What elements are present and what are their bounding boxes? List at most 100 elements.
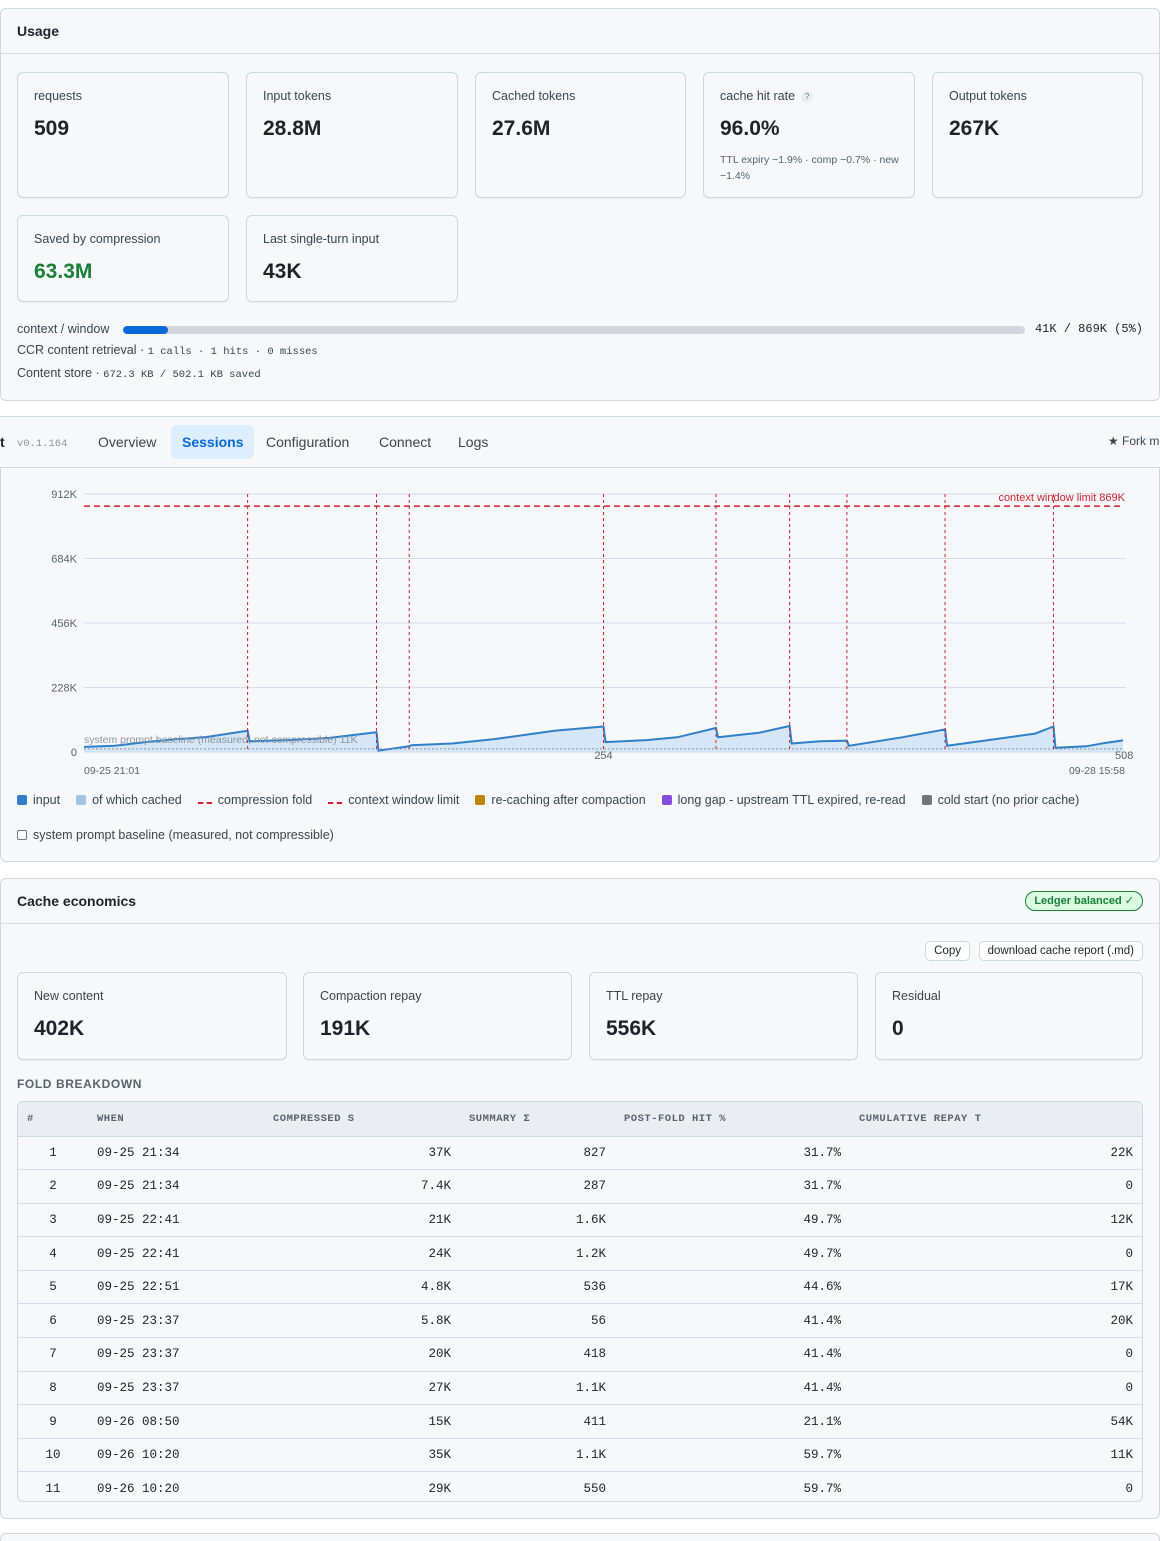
brand-name[interactable]: t — [0, 434, 5, 450]
cache-hit-breakdown: TTL expiry −1.9% · comp −0.7% · new −1.4… — [720, 154, 899, 182]
card-label: Saved by compression — [34, 232, 161, 246]
chart-series: system prompt baseline (measured, not co… — [83, 724, 1124, 752]
legend-label: of which cached — [92, 793, 182, 807]
legend-item-compression-fold[interactable]: compression fold — [197, 793, 313, 807]
table-cell: 7.4K — [264, 1169, 460, 1204]
version-label: v0.1.164 — [17, 438, 68, 450]
card-label-text: cache hit rate — [720, 89, 796, 103]
context-window-row: context / window 41K / 869K (5%) — [17, 321, 1143, 337]
checkbox-icon[interactable] — [17, 830, 27, 840]
table-cell: 4 — [18, 1236, 88, 1271]
input-tokens-card: Input tokens 28.8M — [246, 72, 458, 198]
column-header[interactable]: # — [18, 1102, 88, 1137]
fold-breakdown-title: FOLD BREAKDOWN — [17, 1077, 143, 1091]
table-cell: 11 — [18, 1471, 88, 1501]
last-turn-input-card: Last single-turn input 43K — [246, 215, 458, 302]
table-cell: 4.8K — [264, 1269, 460, 1304]
card-value: 556K — [606, 1017, 657, 1040]
fork-me-link[interactable]: ★ Fork me — [1107, 434, 1160, 448]
table-cell: 550 — [460, 1471, 615, 1501]
table-row: 4 09-25 22:41 24K 1.2K 49.7% 0 — [18, 1236, 1142, 1271]
table-cell: 49.7% — [615, 1236, 850, 1271]
tab-sessions[interactable]: Sessions — [171, 425, 255, 459]
column-header[interactable]: POST-FOLD HIT % — [615, 1102, 850, 1137]
table-cell: 59.7% — [615, 1471, 850, 1501]
legend-item-long-gap[interactable]: long gap - upstream TTL expired, re-read — [661, 793, 906, 807]
legend-label: cold start (no prior cache) — [937, 793, 1080, 807]
tab-connect[interactable]: Connect — [379, 434, 432, 450]
tab-logs[interactable]: Logs — [458, 434, 489, 450]
card-label: Last single-turn input — [263, 232, 380, 246]
table-cell: 54K — [850, 1404, 1142, 1439]
table-cell: 2 — [18, 1169, 88, 1204]
card-label: cache hit rate? — [720, 89, 814, 103]
usage-title: Usage — [17, 23, 60, 39]
table-row: 7 09-25 23:37 20K 418 41.4% 0 — [18, 1337, 1142, 1372]
table-cell: 0 — [850, 1370, 1142, 1405]
column-header[interactable]: COMPRESSED S — [264, 1102, 460, 1137]
legend-item-recaching[interactable]: re-caching after compaction — [475, 793, 646, 807]
tab-overview[interactable]: Overview — [98, 434, 157, 450]
cache-economics-panel: Cache economics Ledger balanced ✓ Copy d… — [0, 878, 1160, 1519]
table-cell: 09-26 10:20 — [88, 1471, 264, 1501]
table-cell: 827 — [583, 1145, 606, 1160]
table-cell: 09-25 21:34 — [97, 1145, 180, 1160]
context-window-value: 41K / 869K (5%) — [1034, 322, 1143, 336]
table-cell: 09-25 21:34 — [88, 1169, 264, 1204]
table-cell: 6 — [18, 1303, 88, 1338]
column-header[interactable]: SUMMARY Σ — [460, 1102, 615, 1137]
help-icon[interactable]: ? — [801, 90, 814, 103]
legend-item-cold-start[interactable]: cold start (no prior cache) — [921, 793, 1080, 807]
table-cell: 24K — [264, 1236, 460, 1271]
usage-header: Usage — [1, 9, 1159, 54]
legend-label: long gap - upstream TTL expired, re-read — [677, 793, 906, 807]
card-label: Compaction repay — [320, 989, 422, 1003]
legend-item-input[interactable]: input — [17, 793, 60, 807]
chart-x-ticks: 254 508 09-25 21:01 09-28 15:58 — [84, 750, 1133, 777]
table-cell: 411 — [460, 1404, 615, 1439]
legend-item-cached[interactable]: of which cached — [76, 793, 182, 807]
table-cell: 09-26 10:20 — [88, 1437, 264, 1472]
legend-item-context-limit[interactable]: context window limit — [328, 793, 459, 807]
card-label: TTL repay — [606, 989, 663, 1003]
table-cell: 536 — [460, 1269, 615, 1304]
table-cell: 0 — [850, 1236, 1142, 1271]
x-tick-label: 508 — [1115, 750, 1133, 762]
card-label: Cached tokens — [492, 89, 576, 103]
table-cell: 41.4% — [615, 1370, 850, 1405]
ccr-label: CCR content retrieval — [17, 343, 137, 357]
content-store-label: Content store — [17, 366, 93, 380]
swatch — [328, 802, 343, 804]
saved-by-compression-card: Saved by compression 63.3M — [17, 215, 229, 302]
legend-label: context window limit — [348, 793, 460, 807]
table-cell: 09-25 23:37 — [88, 1303, 264, 1338]
y-tick-label: 228K — [51, 683, 77, 695]
table-cell: 10 — [18, 1437, 88, 1472]
chart-context-limit: context window limit 869K — [84, 492, 1126, 507]
column-header[interactable]: CUMULATIVE REPAY T — [850, 1102, 1142, 1137]
table-cell: 20K — [264, 1337, 460, 1372]
ccr-retrieval-line: CCR content retrieval · 1 calls · 1 hits… — [17, 343, 318, 358]
tab-configuration[interactable]: Configuration — [266, 434, 350, 450]
download-report-button[interactable]: download cache report (.md) — [978, 941, 1143, 961]
table-cell: 21.1% — [615, 1404, 850, 1439]
ttl-repay-card: TTL repay 556K — [589, 972, 858, 1060]
column-header[interactable]: WHEN — [88, 1102, 264, 1137]
table-row: 8 09-25 23:37 27K 1.1K 41.4% 0 — [18, 1370, 1142, 1405]
table-cell: 12K — [850, 1202, 1142, 1237]
table-cell: 09-25 22:51 — [88, 1269, 264, 1304]
card-value: 191K — [320, 1017, 371, 1040]
context-window-bar — [123, 326, 1025, 334]
table-row: 1 09-25 21:34 37K 827 31.7% 22K — [18, 1136, 1142, 1170]
table-cell: 21K — [264, 1202, 460, 1237]
card-value: 28.8M — [263, 117, 322, 140]
copy-button[interactable]: Copy — [925, 941, 970, 961]
cached-tokens-card: Cached tokens 27.6M — [475, 72, 686, 198]
table-row: 11 09-26 10:20 29K 550 59.7% 0 — [18, 1471, 1142, 1501]
table-cell: 17K — [850, 1269, 1142, 1304]
card-label: New content — [34, 989, 104, 1003]
table-cell: 1.1K — [460, 1370, 615, 1405]
legend-label: compression fold — [217, 793, 313, 807]
table-cell: 27K — [264, 1370, 460, 1405]
legend-item-baseline[interactable]: system prompt baseline (measured, not co… — [17, 828, 334, 842]
